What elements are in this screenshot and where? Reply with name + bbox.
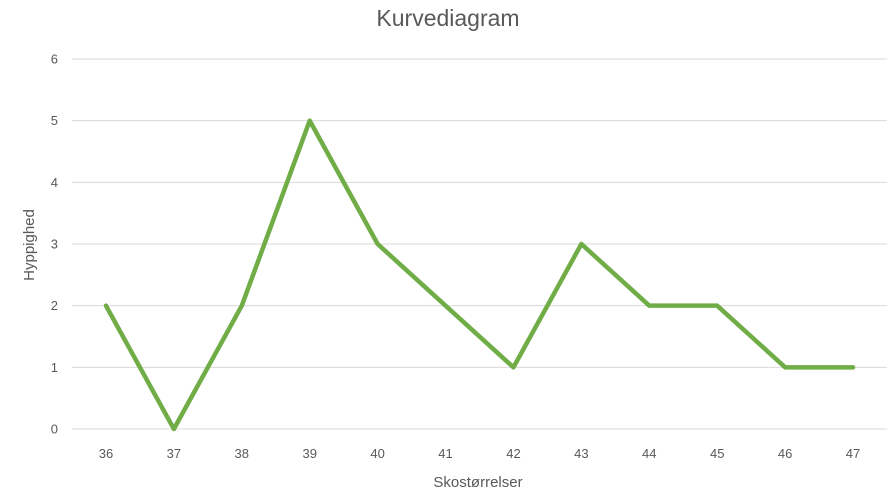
y-tick-label: 2 [51,298,58,313]
chart-title: Kurvediagram [376,5,519,31]
x-axis-ticks: 36 37 38 39 40 41 42 43 44 45 46 47 [99,446,861,461]
x-axis-title: Skostørrelser [433,474,522,491]
y-tick-label: 1 [51,360,58,375]
x-tick-label: 42 [506,446,520,461]
x-tick-label: 47 [846,446,860,461]
x-tick-label: 40 [370,446,384,461]
y-tick-label: 6 [51,52,58,67]
y-axis-ticks: 0 1 2 3 4 5 6 [51,52,58,437]
x-tick-label: 36 [99,446,113,461]
y-axis-title: Hyppighed [21,209,38,281]
x-tick-label: 39 [302,446,316,461]
y-tick-label: 3 [51,237,58,252]
y-tick-label: 5 [51,113,58,128]
x-tick-label: 44 [642,446,656,461]
gridlines [72,58,887,430]
series-layer [103,118,856,432]
x-tick-label: 38 [235,446,249,461]
x-tick-label: 37 [167,446,181,461]
y-tick-label: 4 [51,175,58,190]
x-tick-label: 45 [710,446,724,461]
x-tick-label: 43 [574,446,588,461]
series-line-0 [103,118,856,432]
x-tick-label: 41 [438,446,452,461]
y-tick-label: 0 [51,422,58,437]
x-tick-label: 46 [778,446,792,461]
